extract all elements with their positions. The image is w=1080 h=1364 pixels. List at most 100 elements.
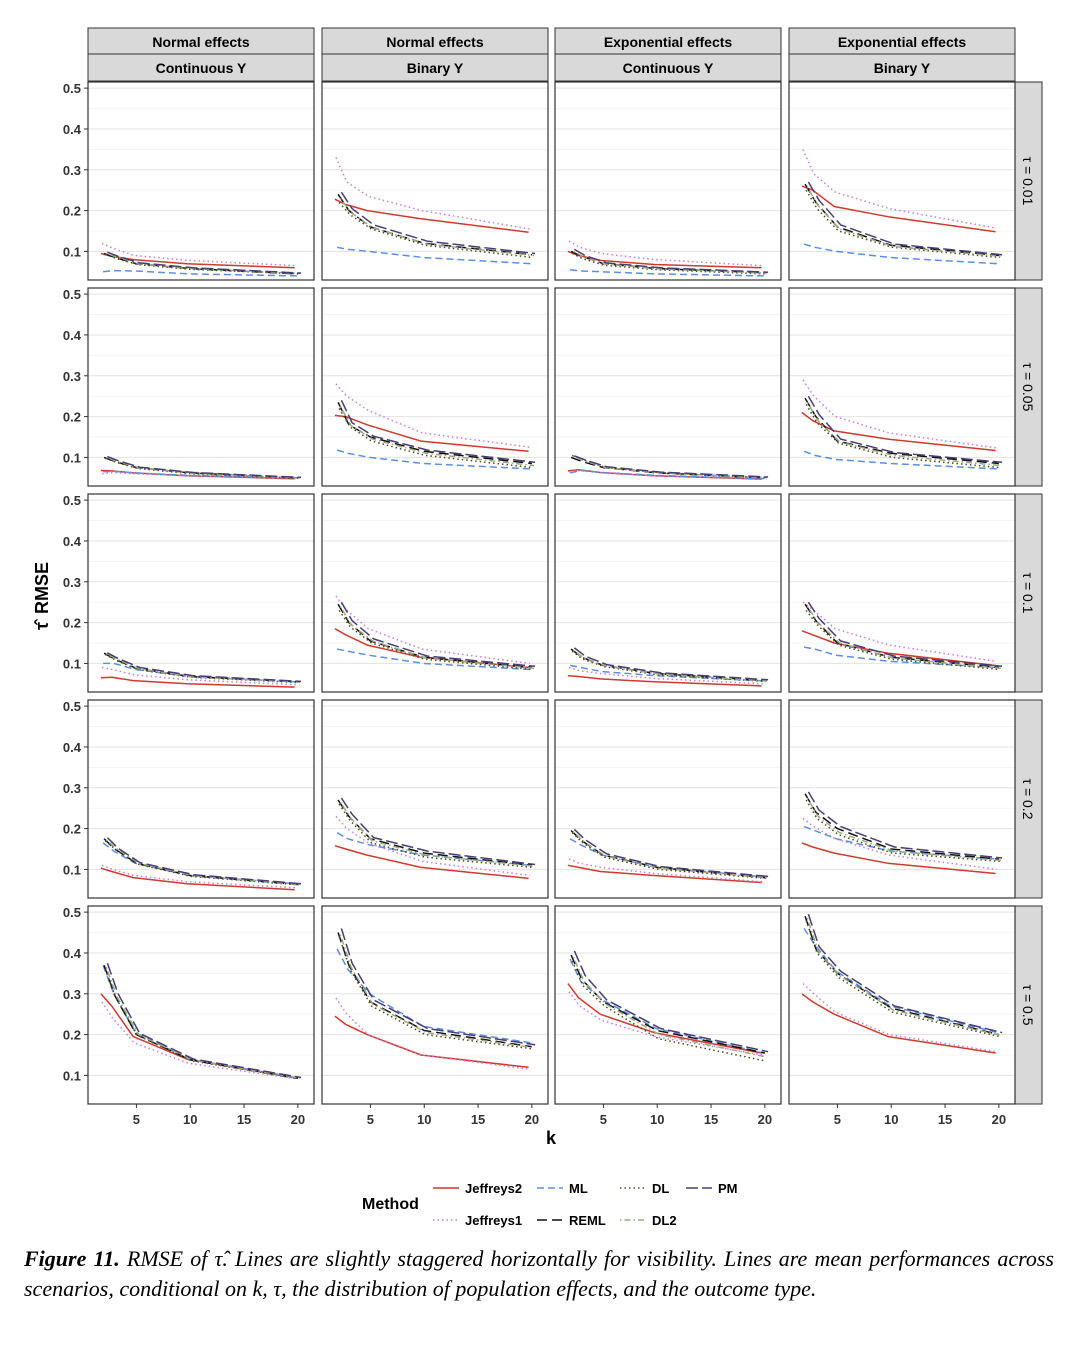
y-axis-title-symbol: τ̂ [32, 618, 52, 630]
series-line-jeffreys2 [801, 630, 996, 667]
panel-border [788, 493, 1016, 693]
facet-strips-rows: τ = 0.01 τ = 0.05 τ = 0.1 τ = 0.2 τ = 0.5 [1014, 81, 1043, 1105]
y-tick-label: 0.3 [63, 369, 81, 384]
panel-border [87, 287, 315, 487]
legend: Method Jeffreys2 Jeffreys1 ML REML DL DL2 PM [362, 1181, 738, 1228]
series-line-jeffreys2 [334, 844, 529, 880]
series-line-ml [803, 450, 998, 470]
y-tick-label: 0.5 [63, 81, 81, 96]
series-line-ml [803, 243, 998, 265]
panel-border [87, 699, 315, 899]
series-line-jeffreys1 [335, 157, 530, 230]
series-line-ml [570, 269, 764, 277]
series-line-dl [338, 936, 533, 1050]
strip-row-bg [1014, 493, 1043, 693]
x-tick-label: 10 [183, 1112, 197, 1127]
y-tick-label: 0.4 [63, 946, 82, 961]
panel [788, 905, 1016, 1105]
series-line-jeffreys1 [802, 149, 997, 229]
panel-background [555, 82, 781, 280]
panel-background [88, 288, 314, 486]
panel-border [87, 81, 315, 281]
panel-background [555, 700, 781, 898]
series-line-pm [340, 601, 536, 668]
panel-background [555, 494, 781, 692]
series-line-ml [803, 928, 998, 1034]
series-line-ml [336, 246, 531, 265]
series-line-jeffreys2 [334, 414, 529, 453]
series-line-jeffreys2 [334, 1015, 529, 1069]
panel [87, 699, 315, 899]
y-tick-label: 0.3 [63, 163, 81, 178]
series-line-jeffreys1 [335, 595, 530, 665]
series-line-jeffreys1 [568, 991, 763, 1056]
series-line-pm [573, 828, 769, 878]
strip-row-bg [1014, 905, 1043, 1105]
strip-label-tau: τ = 0.5 [1020, 985, 1036, 1026]
panel [87, 905, 315, 1105]
series-line-reml [804, 603, 999, 669]
strip-label-tau: τ = 0.1 [1020, 573, 1036, 614]
x-tick-label: 15 [704, 1112, 718, 1127]
panel-border [554, 81, 782, 281]
series-line-ml [336, 832, 531, 867]
panel-border [321, 81, 549, 281]
series-line-dl2 [806, 605, 1002, 670]
y-tick-label: 0.2 [63, 616, 81, 631]
panel-border [788, 81, 1016, 281]
strip-bottom-bg [87, 53, 315, 82]
legend-label-ml: ML [569, 1181, 588, 1196]
series-line-jeffreys2 [567, 674, 762, 687]
y-axis-title-text: RMSE [32, 562, 52, 614]
series-line-pm [107, 652, 302, 683]
strip-label-outcome: Continuous Y [623, 60, 714, 76]
series-line-dl [104, 840, 299, 886]
y-tick-label: 0.2 [63, 410, 81, 425]
series-line-ml [803, 646, 998, 669]
strip-bottom-bg [321, 53, 549, 82]
series-line-dl2 [572, 831, 768, 879]
series-line-reml [103, 838, 298, 886]
series-line-jeffreys1 [802, 601, 997, 663]
x-tick-label: 15 [938, 1112, 952, 1127]
x-tick-label: 5 [133, 1112, 140, 1127]
panel [87, 81, 315, 281]
legend-label-pm: PM [718, 1181, 738, 1196]
panel [554, 699, 782, 899]
series-line-ml [569, 469, 764, 480]
panel [554, 493, 782, 693]
panel-border [87, 493, 315, 693]
panel [87, 493, 315, 693]
panel-background [322, 700, 548, 898]
series-line-jeffreys2 [100, 867, 295, 891]
series-line-jeffreys1 [802, 983, 997, 1053]
panel [788, 81, 1016, 281]
x-tick-label: 15 [471, 1112, 485, 1127]
series-line-ml [103, 269, 297, 277]
series-line-jeffreys2 [801, 842, 996, 875]
panel [788, 699, 1016, 899]
strip-row-bg [1014, 287, 1043, 487]
series-line-pm [573, 950, 769, 1053]
strip-top-bg [87, 27, 315, 55]
series-line-dl2 [339, 801, 535, 867]
series-line-jeffreys1 [568, 666, 763, 685]
strip-top-bg [321, 27, 549, 55]
series-line-jeffreys2 [334, 198, 529, 233]
panel-border [554, 287, 782, 487]
series-line-dl2 [106, 252, 301, 275]
series-line-dl [571, 650, 766, 683]
panel-border [321, 905, 549, 1105]
series-line-dl2 [339, 605, 535, 670]
y-tick-label: 0.1 [63, 862, 81, 877]
legend-label-jeffreys1: Jeffreys1 [465, 1213, 522, 1228]
series-line-jeffreys2 [567, 983, 762, 1054]
series-line-pm [807, 395, 1003, 464]
x-tick-label: 10 [417, 1112, 431, 1127]
strip-label-effects: Normal effects [152, 34, 249, 50]
y-tick-label: 0.5 [63, 905, 81, 920]
series-line-dl [805, 799, 1000, 863]
strip-label-tau: τ = 0.05 [1020, 363, 1036, 412]
figure-caption: Figure 11. RMSE of τ̂. Lines are slightl… [24, 1244, 1054, 1304]
series-line-pm [340, 928, 536, 1046]
